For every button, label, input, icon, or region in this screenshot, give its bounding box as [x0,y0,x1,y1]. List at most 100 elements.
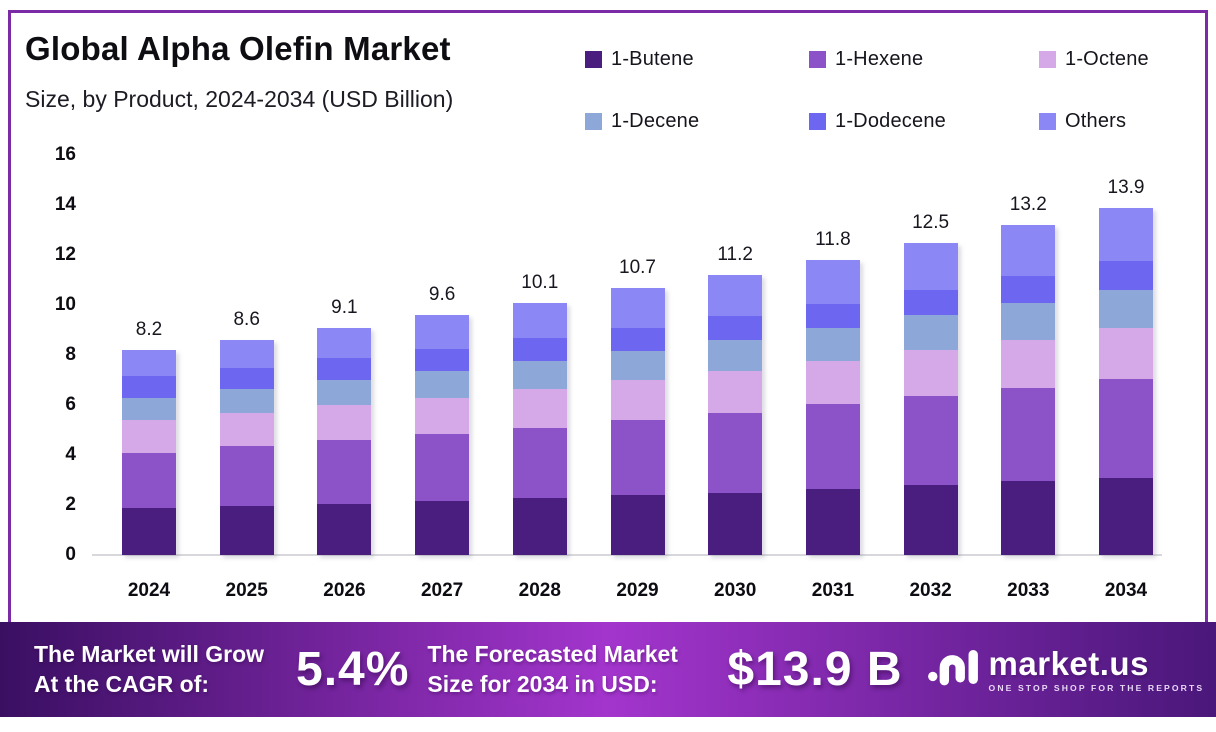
bar-2032-segment-1-hexene [903,396,958,485]
logo-name: market.us [988,644,1149,682]
bar-total-label-2033: 13.2 [1009,194,1047,215]
bar-2024-segment-1-octene [122,420,176,453]
bar-2029-segment-1-dodecene [610,327,665,352]
legend-label: 1-Decene [611,109,700,132]
legend-swatch-icon [809,50,826,68]
bar-2033-segment-1-hexene [1001,387,1056,482]
bottom-banner: The Market will Grow At the CAGR of: 5.4… [0,622,1216,717]
bar-total-label-2028: 10.1 [521,271,559,293]
bar-2025-segment-1-hexene [219,446,274,507]
bar-total-label-2030: 11.2 [717,244,753,265]
forecast-value: $13.9 B [727,643,903,696]
bar-2030-segment-1-butene [708,492,763,555]
bar-2026-segment-1-octene [317,405,372,440]
marketus-logo-icon [927,644,979,695]
bar-2031 [805,260,860,555]
bar-2034-segment-1-dodecene [1099,261,1153,290]
bar-2034 [1099,207,1153,555]
bar-2028-segment-1-dodecene [512,337,567,362]
bar-2026-segment-1-dodecene [317,357,372,380]
y-axis-tick-8: 8 [65,344,76,365]
chart-legend: 1-Butene 1-Hexene 1-Octene 1-Decene 1-Dodece… [585,46,1185,134]
legend-swatch-icon [585,50,602,68]
bar-2025-segment-1-dodecene [219,367,274,389]
bar-2030 [708,275,763,555]
bar-2032-segment-1-octene [903,350,958,397]
bar-2033-segment-1-decene [1001,302,1056,340]
bar-total-label-2025: 8.6 [233,309,260,330]
forecast-label-line2: Size for 2034 in USD: [427,670,658,697]
legend-label: Others [1065,109,1127,132]
bar-2032 [903,242,958,555]
bar-2027 [415,315,470,555]
bar-2032-segment-1-butene [903,485,958,555]
legend-swatch-icon [1039,112,1056,130]
bar-2030-segment-1-dodecene [708,316,763,340]
bar-2032-segment-1-dodecene [903,290,958,315]
bar-2024 [122,350,176,555]
bar-2025-segment-others [219,340,274,368]
bar-2029-segment-1-decene [610,351,665,380]
x-axis-label-2033: 2033 [1007,580,1050,601]
forecast-label-line1: The Forecasted Market [427,641,678,668]
bar-2024-segment-1-decene [122,397,176,420]
bar-total-label-2034: 13.9 [1107,176,1145,198]
logo-tagline: ONE STOP SHOP FOR THE REPORTS [988,682,1205,693]
page-subtitle: Size, by Product, 2024-2034 (USD Billion… [25,86,454,112]
bar-2025-segment-1-octene [219,412,274,447]
bar-2028-segment-1-hexene [512,427,567,498]
cagr-label-line1: The Market will Grow [34,641,265,668]
bar-2024-segment-1-butene [122,507,176,555]
cagr-label: The Market will Grow At the CAGR of: [34,640,296,699]
forecast-label: The Forecasted Market Size for 2034 in U… [427,640,723,699]
x-axis-label-2024: 2024 [127,580,171,601]
x-axis-label-2025: 2025 [225,580,268,601]
y-axis-tick-2: 2 [65,494,76,515]
bar-2031-segment-1-decene [805,327,860,362]
bar-2034-segment-others [1099,207,1153,262]
bar-2033-segment-others [1001,225,1056,277]
bar-2030-segment-1-hexene [708,412,763,493]
legend-label: 1-Octene [1065,47,1149,70]
bar-2032-segment-others [903,242,958,290]
bar-2028 [512,302,567,555]
legend-item-1-butene: 1-Butene [585,46,809,72]
bar-total-label-2029: 10.7 [619,256,656,278]
bar-2031-segment-1-hexene [805,403,860,489]
bar-2034-segment-1-butene [1099,477,1153,555]
bar-total-label-2032: 12.5 [912,211,950,233]
bar-2026-segment-others [317,327,372,358]
bar-2031-segment-1-butene [805,488,860,555]
bar-2025-segment-1-butene [219,506,274,555]
legend-label: 1-Butene [611,47,694,70]
x-axis-label-2031: 2031 [811,580,855,601]
x-axis-label-2029: 2029 [616,580,659,601]
bar-total-label-2027: 9.6 [428,284,456,305]
y-axis-tick-0: 0 [65,544,76,565]
bar-2027-segment-1-octene [415,397,470,434]
bar-2028-segment-1-octene [512,388,567,428]
bar-2030-segment-others [708,275,763,317]
bar-2033-segment-1-dodecene [1001,276,1056,303]
y-axis-tick-6: 6 [65,394,76,415]
bar-2026-segment-1-decene [317,380,372,405]
bar-2033-segment-1-octene [1001,340,1056,388]
bar-2029-segment-1-butene [610,495,665,555]
bar-2032-segment-1-decene [903,315,958,350]
legend-item-1-decene: 1-Decene [585,108,809,134]
x-axis-label-2027: 2027 [420,580,464,601]
legend-item-1-hexene: 1-Hexene [809,46,1039,72]
marketus-logo: market.us ONE STOP SHOP FOR THE REPORTS [927,644,1205,695]
x-axis-label-2026: 2026 [323,580,366,601]
bar-2026-segment-1-hexene [317,440,372,504]
bar-2034-segment-1-octene [1099,327,1153,379]
bar-2033 [1001,225,1056,555]
cagr-value: 5.4% [296,643,410,696]
bar-2026-segment-1-butene [317,503,372,555]
bar-2028-segment-1-butene [512,497,567,555]
x-axis-label-2028: 2028 [518,580,561,601]
bar-total-label-2024: 8.2 [135,319,163,340]
bar-2024-segment-1-hexene [122,452,176,508]
legend-label: 1-Dodecene [835,109,946,132]
